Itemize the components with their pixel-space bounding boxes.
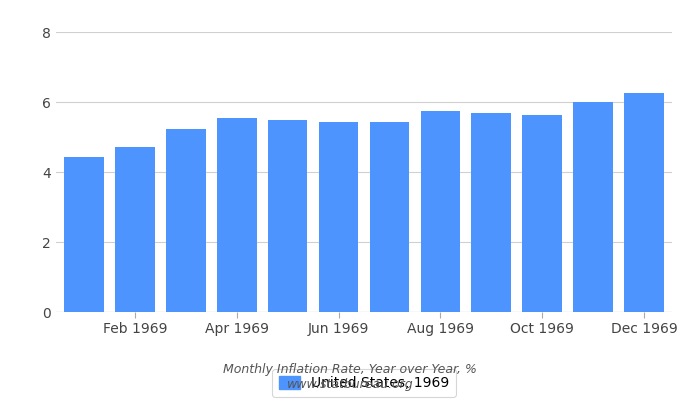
Text: www.statbureau.org: www.statbureau.org <box>287 378 413 391</box>
Bar <box>471 112 511 312</box>
Bar <box>268 120 307 312</box>
Bar <box>64 157 104 312</box>
Bar <box>624 93 664 312</box>
Text: Monthly Inflation Rate, Year over Year, %: Monthly Inflation Rate, Year over Year, … <box>223 364 477 376</box>
Bar <box>522 115 562 312</box>
Legend: United States, 1969: United States, 1969 <box>272 369 456 397</box>
Bar <box>421 111 460 312</box>
Bar <box>573 102 613 312</box>
Bar <box>166 129 206 312</box>
Bar <box>115 147 155 312</box>
Bar <box>370 122 410 312</box>
Bar <box>217 118 257 312</box>
Bar <box>318 122 358 312</box>
